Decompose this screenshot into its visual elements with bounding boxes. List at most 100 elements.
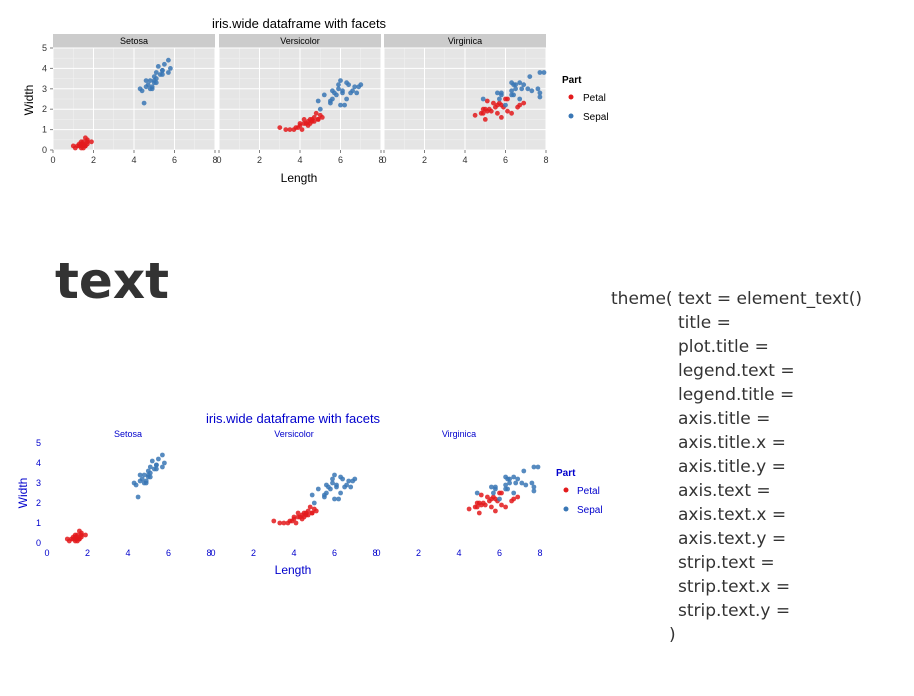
code-line: axis.title.y = [678,457,786,477]
data-point-petal [466,506,472,512]
data-point-sepal [338,474,343,480]
data-point-petal [301,117,307,122]
data-point-sepal [497,96,502,102]
data-point-sepal [330,480,335,486]
facet-panel-setosa: Setosa 0 2 4 6 8 [44,429,211,558]
data-point-sepal [344,96,349,102]
data-point-sepal [336,496,341,502]
code-line: strip.text.x = [678,577,791,597]
data-point-sepal [537,94,543,100]
data-point-petal [480,110,486,116]
data-point-sepal [503,482,508,488]
data-point-petal [305,508,311,514]
code-line: strip.text = [678,553,775,573]
data-point-petal [474,504,480,510]
data-point-petal [499,502,504,508]
data-point-sepal [141,480,147,486]
x-tick-label: 0 [375,548,380,558]
x-tick-label: 2 [416,548,421,558]
data-point-petal [515,494,521,500]
data-point-petal [287,518,293,524]
code-line: axis.text.x = [678,505,787,525]
x-tick-label: 6 [503,155,508,165]
data-point-sepal [317,106,323,112]
data-point-sepal [338,102,343,108]
data-point-petal [489,496,494,502]
data-point-sepal [521,82,527,88]
data-point-sepal [338,490,343,496]
data-point-petal [495,102,500,108]
data-point-sepal [354,90,360,96]
data-point-sepal [507,480,512,486]
data-point-sepal [342,102,347,108]
data-point-petal [474,500,480,506]
data-point-sepal [480,96,486,102]
legend-label-petal: Petal [577,486,600,497]
code-line: title = [678,313,731,333]
data-point-petal [505,108,510,114]
default-theme-chart: iris.wide dataframe with facets Setosa 0 2… [22,16,609,185]
x-tick-label: 0 [216,155,221,165]
data-point-petal [309,510,315,516]
data-point-sepal [336,82,341,88]
legend-title: Part [556,468,576,479]
legend-label-sepal: Sepal [577,505,603,516]
legend-title: Part [562,75,582,86]
data-point-sepal [521,468,527,474]
data-point-petal [293,125,299,130]
code-line: axis.text.y = [678,529,787,549]
code-line: legend.text = [678,361,795,381]
data-point-sepal [519,480,525,486]
data-point-sepal [324,482,329,488]
data-point-sepal [162,61,167,67]
data-point-sepal [147,78,153,83]
data-point-sepal [529,480,535,486]
data-point-sepal [519,86,525,92]
y-tick-label: 4 [42,63,47,73]
y-tick-label: 0 [36,538,41,548]
x-tick-label: 8 [537,548,542,558]
data-point-sepal [346,478,352,484]
data-point-sepal [149,458,155,464]
facet-strip-label: Versicolor [274,429,314,439]
data-point-petal [480,500,486,506]
data-point-sepal [309,492,315,498]
data-point-sepal [143,84,149,90]
x-tick-label: 4 [456,548,461,558]
facet-strip-label: Virginica [442,429,476,439]
data-point-petal [271,518,277,524]
legend-label-petal: Petal [583,93,606,104]
x-tick-label: 2 [422,155,427,165]
data-point-sepal [328,98,333,104]
data-point-sepal [160,452,165,458]
data-point-petal [72,538,78,544]
data-point-sepal [523,482,529,488]
data-point-petal [299,516,305,522]
data-point-sepal [330,476,335,482]
data-point-sepal [168,66,173,71]
data-point-sepal [517,80,523,86]
data-point-petal [83,532,88,538]
x-tick-label: 0 [44,548,49,558]
data-point-sepal [537,70,543,75]
facet-strip-label: Virginica [448,36,482,46]
data-point-sepal [166,57,171,63]
y-tick-label: 1 [36,518,41,528]
data-point-sepal [338,78,343,83]
data-point-sepal [157,72,163,77]
data-point-petal [299,127,305,132]
data-point-petal [291,516,297,522]
theme-code-block: theme( text = element_text() title = plo… [611,287,862,647]
data-point-sepal [495,90,500,96]
data-point-sepal [155,64,161,69]
data-point-sepal [154,462,159,468]
data-point-petal [309,119,315,124]
slide-heading: text [55,252,169,310]
data-point-sepal [160,464,165,470]
x-tick-label: 8 [212,155,217,165]
data-point-petal [277,125,283,130]
data-point-petal [311,115,317,120]
data-point-sepal [499,90,504,96]
legend-label-sepal: Sepal [583,112,609,123]
data-point-sepal [328,486,333,492]
